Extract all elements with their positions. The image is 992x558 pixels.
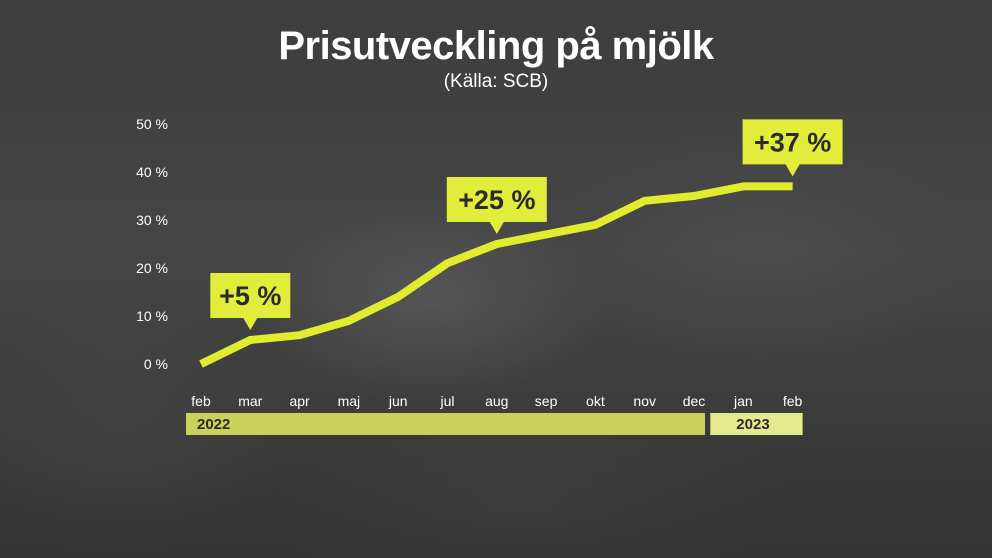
year-band bbox=[710, 413, 803, 435]
x-tick-label: apr bbox=[289, 393, 310, 409]
x-tick-label: feb bbox=[783, 393, 803, 409]
year-label: 2023 bbox=[736, 416, 769, 433]
x-tick-label: feb bbox=[191, 393, 211, 409]
x-tick-label: dec bbox=[683, 393, 706, 409]
x-tick-label: okt bbox=[586, 393, 605, 409]
x-tick-label: jun bbox=[388, 393, 408, 409]
year-band bbox=[186, 413, 705, 435]
year-label: 2022 bbox=[197, 416, 230, 433]
y-tick-label: 50 % bbox=[136, 116, 168, 132]
callout-box bbox=[210, 273, 291, 330]
callout-box bbox=[446, 177, 547, 234]
x-tick-label: mar bbox=[238, 393, 262, 409]
x-tick-label: sep bbox=[535, 393, 558, 409]
y-tick-label: 30 % bbox=[136, 212, 168, 228]
series-line bbox=[199, 182, 793, 368]
x-tick-label: aug bbox=[485, 393, 508, 409]
y-tick-label: 10 % bbox=[136, 308, 168, 324]
callout-label: +25 % bbox=[458, 185, 535, 215]
x-tick-label: maj bbox=[338, 393, 361, 409]
callout-annotation: +25 % bbox=[446, 177, 547, 234]
callout-annotation: +5 % bbox=[210, 273, 291, 330]
x-tick-label: jan bbox=[733, 393, 753, 409]
y-tick-label: 40 % bbox=[136, 164, 168, 180]
x-tick-label: jul bbox=[439, 393, 454, 409]
callout-label: +5 % bbox=[219, 281, 281, 311]
y-tick-label: 20 % bbox=[136, 260, 168, 276]
y-tick-label: 0 % bbox=[144, 356, 168, 372]
chart-title: Prisutveckling på mjölk bbox=[278, 24, 714, 68]
callout-label: +37 % bbox=[754, 127, 831, 157]
chart-subtitle: (Källa: SCB) bbox=[443, 71, 549, 92]
callout-box bbox=[742, 119, 843, 177]
callout-annotation: +37 % bbox=[742, 119, 843, 177]
x-tick-label: nov bbox=[633, 393, 656, 409]
